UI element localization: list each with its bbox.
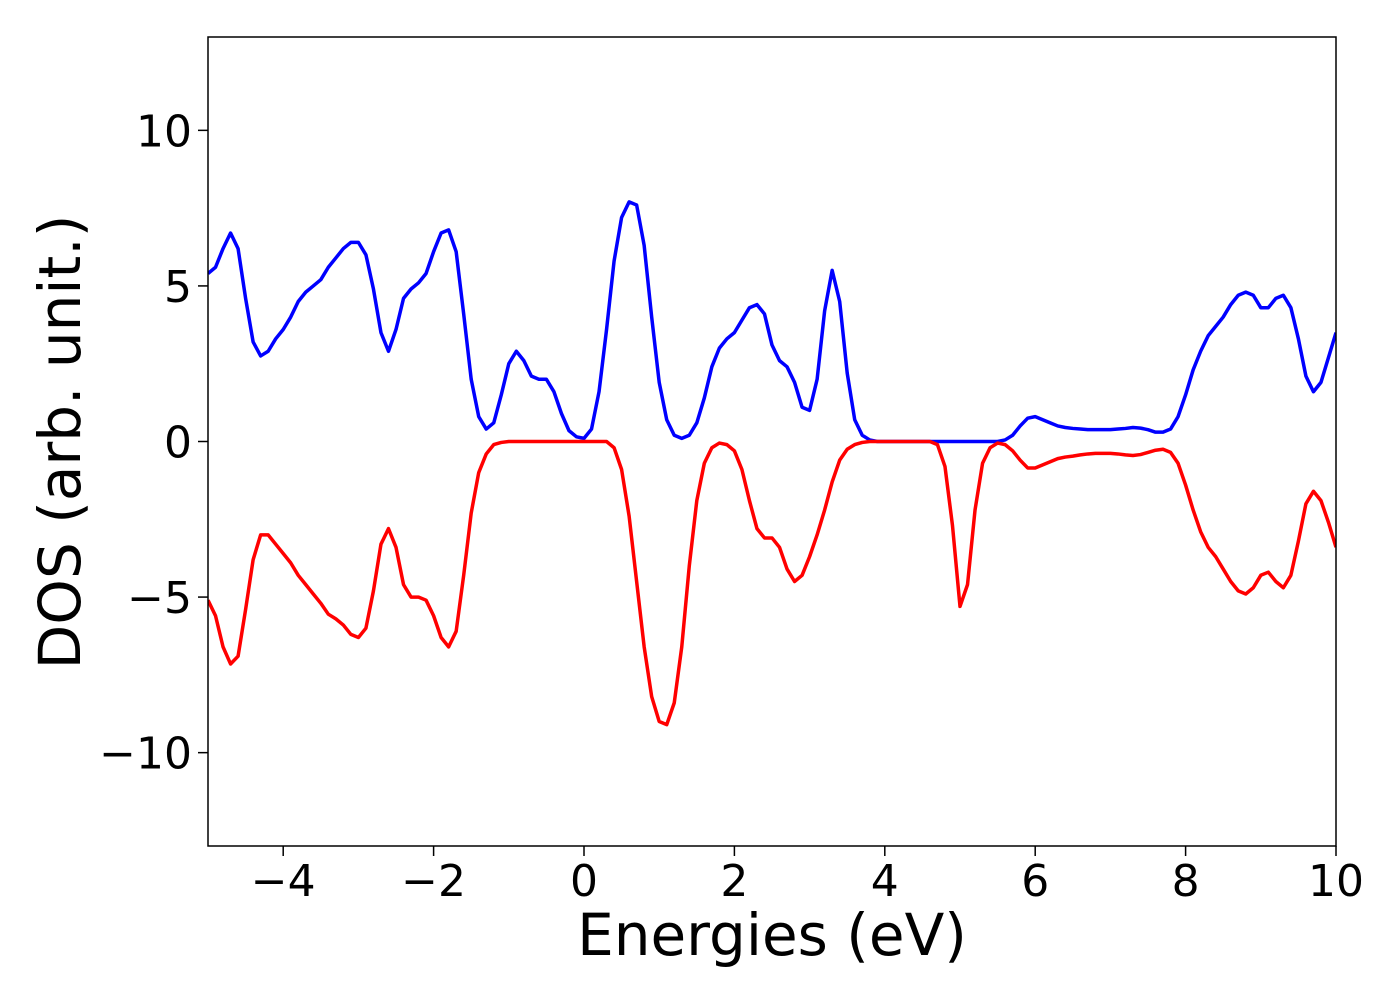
x-tick-label: 0 — [570, 856, 598, 907]
x-axis-label: Energies (eV) — [577, 901, 967, 969]
x-tick-label: 4 — [871, 856, 899, 907]
series-line — [208, 439, 1336, 727]
y-tick-label: 5 — [164, 262, 192, 313]
y-tick-label: −10 — [99, 729, 192, 780]
x-tick-label: 8 — [1172, 856, 1200, 907]
y-tick-label: −5 — [127, 573, 192, 624]
plot-frame — [207, 36, 1337, 847]
y-tick-label: 10 — [136, 106, 192, 157]
y-tick-label: 0 — [164, 418, 192, 469]
x-tick-label: 6 — [1021, 856, 1049, 907]
y-axis-label: DOS (arb. unit.) — [26, 215, 94, 670]
x-tick-label: 2 — [720, 856, 748, 907]
x-tick-label: −4 — [251, 856, 316, 907]
x-tick-label: −2 — [401, 856, 466, 907]
x-tick-label: 10 — [1308, 856, 1364, 907]
series-line — [208, 200, 1336, 444]
